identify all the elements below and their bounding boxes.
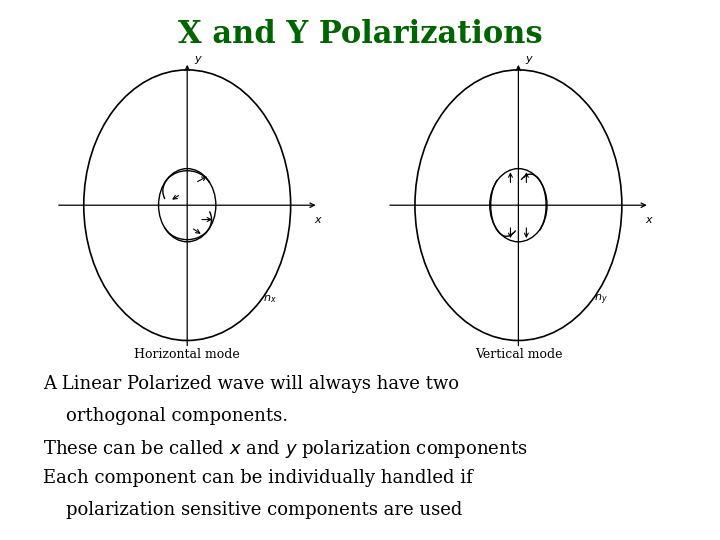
Text: A Linear Polarized wave will always have two: A Linear Polarized wave will always have…: [43, 375, 459, 393]
Text: X and Y Polarizations: X and Y Polarizations: [178, 19, 542, 50]
Text: Each component can be individually handled if: Each component can be individually handl…: [43, 469, 473, 487]
Text: $n_x$: $n_x$: [263, 293, 276, 305]
Text: These can be called $x$ and $y$ polarization components: These can be called $x$ and $y$ polariza…: [43, 438, 528, 460]
Text: $x$: $x$: [645, 215, 654, 225]
Text: $n_y$: $n_y$: [594, 293, 608, 307]
Text: $y$: $y$: [525, 55, 534, 66]
Text: $x$: $x$: [314, 215, 323, 225]
Text: polarization sensitive components are used: polarization sensitive components are us…: [43, 501, 462, 518]
Text: orthogonal components.: orthogonal components.: [43, 407, 288, 424]
Text: Vertical mode: Vertical mode: [474, 348, 562, 361]
Text: Horizontal mode: Horizontal mode: [135, 348, 240, 361]
Text: $y$: $y$: [194, 55, 202, 66]
